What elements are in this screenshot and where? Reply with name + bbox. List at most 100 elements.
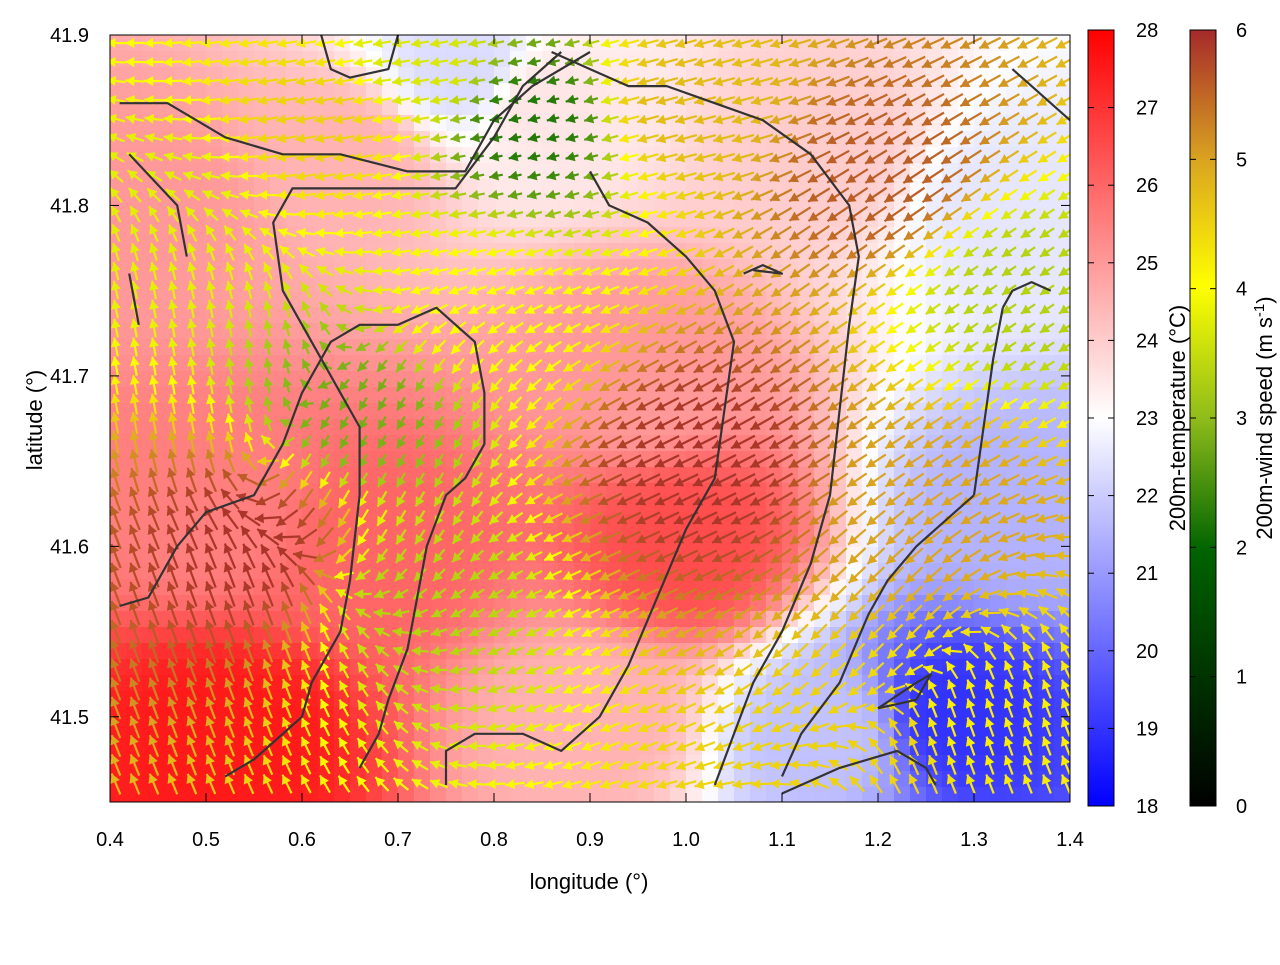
temperature-cell (222, 787, 239, 804)
temperature-cell (1038, 787, 1055, 804)
temperature-cell (382, 483, 399, 500)
temperature-cell (542, 83, 559, 100)
temperature-cell (350, 83, 367, 100)
temperature-cell (638, 787, 655, 804)
temperature-cell (462, 787, 479, 804)
temperature-cell (478, 691, 495, 708)
temperature-cell (494, 755, 511, 772)
temperature-cell (718, 787, 735, 804)
temperature-cell (1054, 387, 1071, 404)
temperature-cell (286, 467, 303, 484)
temperature-cell (974, 787, 991, 804)
temperature-cell (494, 691, 511, 708)
temperature-cell (590, 147, 607, 164)
temperature-cell (398, 483, 415, 500)
temperature-cell (302, 787, 319, 804)
temperature-cell (526, 787, 543, 804)
temperature-cell (894, 723, 911, 740)
temperature-cell (206, 307, 223, 324)
temperature-cell (174, 259, 191, 276)
temperature-cell (414, 787, 431, 804)
temperature-cell (734, 579, 751, 596)
temperature-cell (398, 707, 415, 724)
temperature-cell (574, 787, 591, 804)
temperature-cell (462, 483, 479, 500)
temperature-cell (478, 83, 495, 100)
temperature-cell (798, 787, 815, 804)
temperature-cell (174, 291, 191, 308)
temperature-cell (382, 419, 399, 436)
temperature-cell (174, 787, 191, 804)
temperature-cell (510, 787, 527, 804)
temperature-cell (398, 387, 415, 404)
temperature-cell (670, 275, 687, 292)
temperature-cell (686, 787, 703, 804)
temperature-cell (670, 579, 687, 596)
temperature-cell (254, 787, 271, 804)
temperature-cell (702, 787, 719, 804)
temperature-cell (174, 403, 191, 420)
temperature-cell (126, 787, 143, 804)
temperature-cell (190, 51, 207, 68)
temperature-cell (190, 787, 207, 804)
temperature-cell (446, 787, 463, 804)
temperature-cell (894, 307, 911, 324)
temperature-cell (382, 291, 399, 308)
temperature-cell (734, 83, 751, 100)
temperature-cell (622, 787, 639, 804)
temperature-cell (446, 691, 463, 708)
temperature-cell (382, 787, 399, 804)
temperature-cell (942, 787, 959, 804)
temperature-cell (478, 179, 495, 196)
wind-arrow-shaft (106, 61, 125, 62)
temperature-cell (894, 787, 911, 804)
temperature-cell (158, 787, 175, 804)
temperature-cell (270, 787, 287, 804)
temperature-cell (174, 307, 191, 324)
temperature-cell (990, 307, 1007, 324)
temperature-cell (766, 787, 783, 804)
temperature-cell (910, 195, 927, 212)
temperature-cell (382, 627, 399, 644)
temperature-cell (542, 787, 559, 804)
temperature-cell (654, 787, 671, 804)
temperature-cell (910, 787, 927, 804)
temperature-cell (430, 787, 447, 804)
temperature-cell (382, 83, 399, 100)
temperature-cell (750, 787, 767, 804)
temperature-cell (766, 275, 783, 292)
temperature-cell (990, 339, 1007, 356)
temperature-cell (1006, 787, 1023, 804)
temperature-cell (798, 659, 815, 676)
temperature-cell (382, 515, 399, 532)
temperature-cell (414, 83, 431, 100)
temperature-cell (286, 435, 303, 452)
temperature-cell (382, 451, 399, 468)
temperature-cell (286, 675, 303, 692)
temperature-cell (590, 83, 607, 100)
temperature-cell (478, 51, 495, 68)
temperature-cell (846, 787, 863, 804)
temperature-cell (510, 51, 527, 68)
temperature-cell (222, 83, 239, 100)
temperature-cell (446, 83, 463, 100)
temperature-cell (862, 787, 879, 804)
temperature-cell (1038, 179, 1055, 196)
temperature-cell (974, 579, 991, 596)
temperature-cell (318, 787, 335, 804)
temperature-cell (190, 83, 207, 100)
temperature-cell (286, 83, 303, 100)
temperature-cell (462, 275, 479, 292)
temperature-cell (350, 291, 367, 308)
temperature-cell (254, 83, 271, 100)
plot-area (106, 35, 1077, 804)
temperature-cell (574, 83, 591, 100)
temperature-cell (414, 627, 431, 644)
temperature-cell (734, 787, 751, 804)
temperature-cell (494, 787, 511, 804)
temperature-cell (846, 371, 863, 388)
temperature-cell (814, 579, 831, 596)
temperature-cell (590, 787, 607, 804)
temperature-cell (478, 787, 495, 804)
